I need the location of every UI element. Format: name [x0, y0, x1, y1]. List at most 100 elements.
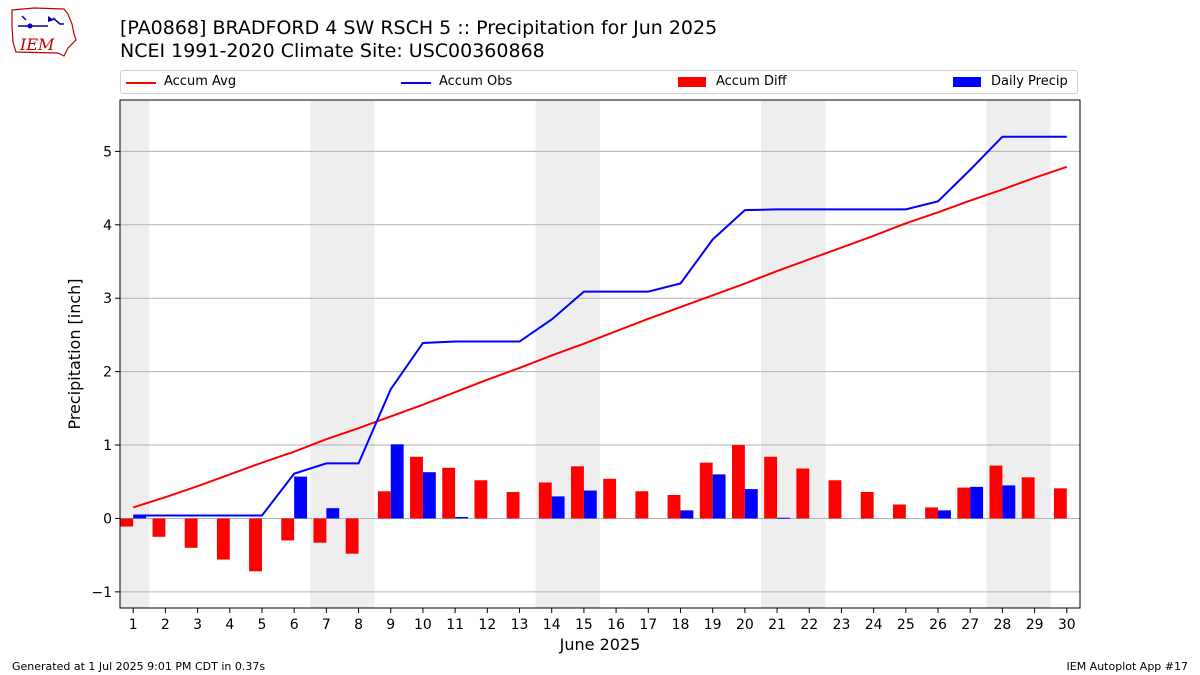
accum-obs-line: [133, 135, 1067, 517]
y-tick-label: 0: [103, 511, 112, 527]
accum-diff-bar: [796, 468, 810, 519]
legend: Accum Avg Accum Obs Accum Diff Daily Pre…: [120, 70, 1078, 94]
accum-diff-bar: [152, 518, 166, 537]
x-tick-label: 1: [129, 617, 138, 633]
accum-diff-bar: [764, 456, 778, 519]
x-tick-label: 14: [543, 617, 561, 633]
plot-frame: [119, 99, 1081, 609]
y-tick-label: 5: [103, 144, 112, 160]
x-axis-label: June 2025: [559, 635, 641, 654]
accum-diff-bar: [345, 518, 359, 554]
x-tick-label: 8: [354, 617, 363, 633]
x-tick-label: 27: [961, 617, 979, 633]
accum-diff-bar: [731, 445, 745, 519]
logo-text: IEM: [19, 35, 55, 54]
weekend-shade: [120, 100, 150, 608]
accum-diff-bar: [925, 507, 939, 519]
weekend-shade: [760, 100, 794, 608]
daily-precip-bar: [1002, 485, 1016, 519]
x-tick-label: 17: [639, 617, 657, 633]
y-tick-label: 2: [103, 365, 112, 381]
daily-precip-bar: [326, 508, 340, 519]
accum-diff-bar: [410, 456, 423, 519]
daily-precip-bar: [712, 474, 726, 519]
weekend-shade: [793, 100, 826, 608]
x-tick-label: 6: [290, 617, 299, 633]
x-tick-label: 26: [929, 617, 947, 633]
y-tick-label: −1: [91, 585, 112, 601]
y-axis-label: Precipitation [inch]: [65, 278, 84, 429]
weekend-shade: [535, 100, 568, 608]
weekend-shade: [986, 100, 1019, 608]
daily-precip-bar: [294, 476, 308, 519]
legend-swatch-accum-diff: [678, 77, 706, 87]
x-tick-label: 21: [768, 617, 786, 633]
x-tick-label: 10: [414, 617, 432, 633]
accum-avg-line: [132, 165, 1068, 509]
daily-precip-bar: [390, 444, 404, 519]
accum-diff-bar: [120, 518, 134, 527]
accum-diff-bar: [828, 480, 842, 519]
x-tick-label: 9: [386, 617, 395, 633]
x-tick-label: 12: [478, 617, 496, 633]
x-tick-label: 23: [833, 617, 851, 633]
x-tick-label: 18: [672, 617, 690, 633]
x-tick-label: 29: [1026, 617, 1044, 633]
legend-label-accum-avg: Accum Avg: [164, 74, 237, 89]
chart-subtitle: NCEI 1991-2020 Climate Site: USC00360868: [120, 40, 545, 62]
x-tick-label: 2: [161, 617, 170, 633]
x-tick-label: 28: [994, 617, 1012, 633]
x-tick-label: 7: [322, 617, 331, 633]
daily-precip-bar: [938, 510, 951, 519]
y-tick-label: 3: [103, 291, 112, 307]
x-tick-label: 13: [511, 617, 529, 633]
daily-precip-bar: [744, 489, 758, 519]
daily-precip-bar: [422, 472, 436, 519]
accum-diff-bar: [474, 480, 488, 519]
accum-diff-bar: [667, 494, 681, 519]
legend-label-accum-obs: Accum Obs: [439, 74, 513, 89]
legend-swatch-accum-avg: [126, 82, 156, 84]
footer-generated: Generated at 1 Jul 2025 9:01 PM CDT in 0…: [12, 660, 266, 673]
x-tick-label: 24: [865, 617, 883, 633]
y-tick-label: 4: [103, 218, 112, 234]
accum-diff-bar: [892, 504, 906, 519]
chart-title: [PA0868] BRADFORD 4 SW RSCH 5 :: Precipi…: [120, 17, 718, 39]
daily-precip-bar: [455, 516, 469, 519]
legend-swatch-daily-precip: [953, 77, 981, 87]
x-tick-label: 20: [736, 617, 754, 633]
accum-diff-bar: [313, 518, 327, 543]
daily-precip-bar: [133, 515, 147, 519]
accum-diff-bar: [1053, 488, 1067, 519]
accum-diff-bar: [989, 465, 1003, 519]
accum-diff-bar: [377, 491, 391, 519]
accum-diff-bar: [603, 478, 617, 519]
accum-diff-bar: [506, 492, 520, 519]
footer-app: IEM Autoplot App #17: [1066, 660, 1189, 673]
x-tick-label: 30: [1058, 617, 1076, 633]
daily-precip-bar: [583, 490, 597, 519]
accum-diff-bar: [538, 482, 552, 519]
accum-diff-bar: [957, 487, 971, 519]
legend-swatch-accum-obs: [401, 82, 431, 84]
x-tick-label: 15: [575, 617, 593, 633]
accum-diff-bar: [571, 466, 584, 519]
x-tick-label: 11: [446, 617, 464, 633]
x-tick-label: 3: [193, 617, 202, 633]
accum-diff-bar: [184, 518, 198, 548]
accum-diff-bar: [699, 462, 713, 519]
x-tick-label: 22: [800, 617, 818, 633]
accum-diff-bar: [1021, 477, 1035, 519]
daily-precip-bar: [551, 496, 565, 519]
legend-label-daily-precip: Daily Precip: [991, 74, 1068, 89]
x-tick-label: 25: [897, 617, 915, 633]
iem-logo: IEM: [11, 7, 77, 57]
y-tick-label: 1: [103, 438, 112, 454]
x-tick-label: 5: [258, 617, 267, 633]
daily-precip-bar: [970, 486, 984, 519]
legend-label-accum-diff: Accum Diff: [716, 74, 787, 89]
weekend-shade: [1018, 100, 1051, 608]
x-tick-label: 16: [607, 617, 625, 633]
accum-diff-bar: [249, 518, 262, 572]
